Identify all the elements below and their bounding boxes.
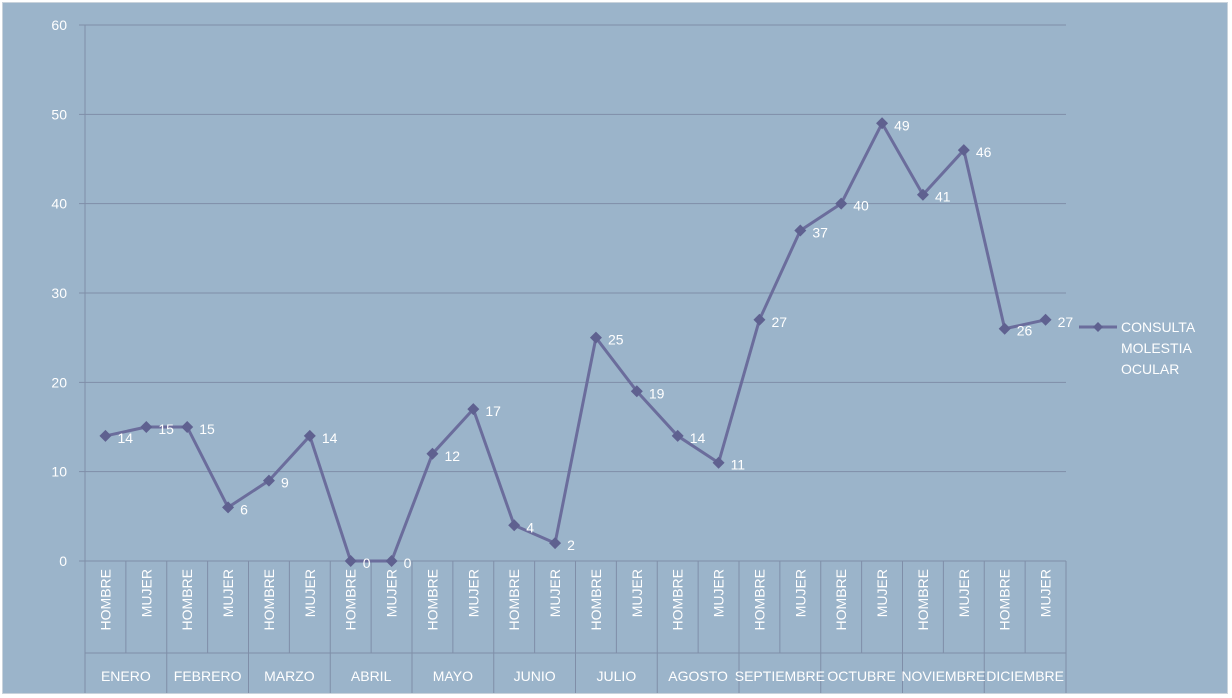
data-label: 9 [281,475,289,491]
data-point-marker [344,555,357,567]
data-point-marker [140,421,153,433]
data-label: 15 [199,421,215,437]
y-tick-label: 40 [51,196,67,212]
series-line [105,121,1046,563]
x-subcategory-label: MUJER [384,569,400,617]
data-point-marker [998,322,1011,335]
data-point-marker [712,456,725,469]
y-tick-label: 0 [59,553,67,569]
data-point-marker [303,429,316,442]
data-label: 17 [485,403,501,419]
data-label: 49 [894,117,910,133]
x-subcategory-label: MUJER [220,569,236,617]
x-subcategory-label: HOMBRE [261,569,277,630]
x-subcategory-label: MUJER [956,569,972,617]
data-label: 12 [444,448,460,464]
data-point-marker [916,188,929,201]
x-subcategory-label: MUJER [138,569,154,617]
data-point-marker [671,429,684,442]
data-label: 14 [690,430,706,446]
data-label: 40 [853,198,869,214]
x-subcategory-label: MUJER [629,569,645,617]
x-group-label: ABRIL [351,668,392,684]
x-group-label: FEBRERO [174,668,242,684]
data-point-marker [549,537,562,550]
x-group-label: ENERO [101,668,151,684]
x-subcategory-label: HOMBRE [915,569,931,630]
x-subcategory-label: HOMBRE [833,569,849,630]
x-subcategory-label: MUJER [465,569,481,617]
x-group-label: JULIO [597,668,637,684]
data-label: 25 [608,332,624,348]
data-point-marker [508,519,521,532]
data-point-marker [589,331,602,344]
data-label: 2 [567,537,575,553]
data-point-marker [794,224,807,237]
data-label: 15 [158,421,174,437]
data-label: 46 [976,144,992,160]
x-subcategory-label: HOMBRE [506,569,522,630]
x-group-label: NOVIEMBRE [901,668,985,684]
data-label: 27 [771,314,787,330]
y-tick-label: 60 [51,17,67,33]
data-point-marker [181,421,194,433]
x-subcategory-label: HOMBRE [670,569,686,630]
data-label: 37 [812,224,828,240]
data-label: 41 [935,189,951,205]
x-group-label: SEPTIEMBRE [735,668,825,684]
data-label: 19 [649,385,665,401]
data-point-marker [630,385,643,398]
data-label: 14 [322,430,338,446]
x-subcategory-label: HOMBRE [751,569,767,630]
data-point-marker [426,447,439,460]
y-tick-label: 30 [51,285,67,301]
data-point-marker [1039,313,1052,326]
x-subcategory-label: HOMBRE [343,569,359,630]
data-point-marker [467,403,480,416]
y-tick-label: 20 [51,374,67,390]
x-subcategory-label: HOMBRE [997,569,1013,630]
data-point-marker [957,144,970,157]
x-group-label: MAYO [433,668,473,684]
data-point-marker [99,429,112,442]
data-label: 26 [1017,323,1033,339]
x-subcategory-label: HOMBRE [97,569,113,630]
data-point-marker [222,501,235,514]
y-tick-label: 50 [51,106,67,122]
x-subcategory-label: HOMBRE [179,569,195,630]
x-group-label: OCTUBRE [827,668,895,684]
x-subcategory-label: HOMBRE [588,569,604,630]
data-point-marker [262,474,275,487]
x-group-label: DICIEMBRE [986,668,1064,684]
data-point-marker [876,117,889,130]
data-label: 27 [1058,314,1074,330]
legend-label: CONSULTA [1121,319,1196,335]
x-group-label: JUNIO [514,668,556,684]
data-label: 0 [363,555,371,571]
data-point-marker [753,313,766,326]
data-label: 11 [731,457,746,473]
x-subcategory-label: MUJER [547,569,563,617]
x-subcategory-label: HOMBRE [424,569,440,630]
legend-marker [1093,322,1103,332]
x-subcategory-label: MUJER [792,569,808,617]
x-group-label: MARZO [264,668,315,684]
x-subcategory-label: MUJER [874,569,890,617]
data-point-marker [385,555,398,567]
data-point-marker [835,197,848,210]
data-label: 0 [404,555,412,571]
legend-label: OCULAR [1121,361,1179,377]
x-subcategory-label: MUJER [711,569,727,617]
x-group-label: AGOSTO [668,668,728,684]
data-label: 6 [240,501,248,517]
x-subcategory-label: MUJER [302,569,318,617]
x-subcategory-label: MUJER [1038,569,1054,617]
legend-label: MOLESTIA [1121,340,1192,356]
data-label: 14 [117,430,133,446]
data-label: 4 [526,519,534,535]
y-tick-label: 10 [51,464,67,480]
